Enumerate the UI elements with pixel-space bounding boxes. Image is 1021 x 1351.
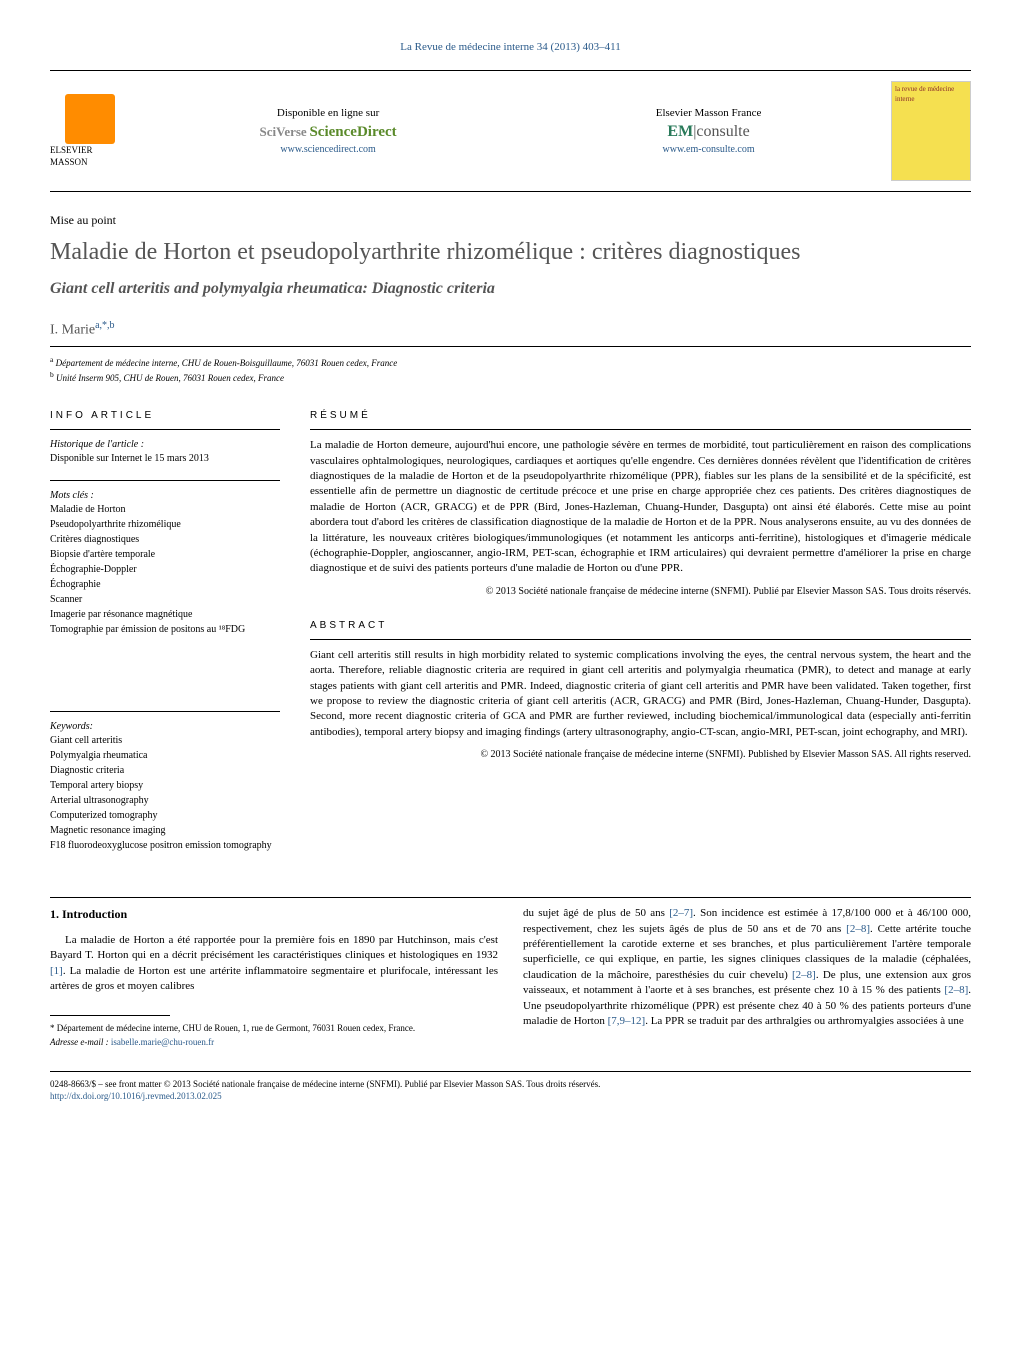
elsevier-label: ELSEVIER MASSON: [50, 144, 130, 169]
abstract-column: RÉSUMÉ La maladie de Horton demeure, auj…: [310, 409, 971, 867]
introduction-heading: 1. Introduction: [50, 906, 498, 923]
article-type: Mise au point: [50, 212, 971, 229]
keyword-item: Giant cell arteritis: [50, 734, 280, 748]
abstract-divider: [310, 639, 971, 640]
motscle-item: Échographie: [50, 578, 280, 592]
motscles-block: Mots clés : Maladie de Horton Pseudopoly…: [50, 489, 280, 637]
motscles-label: Mots clés :: [50, 489, 280, 503]
info-divider-2: [50, 480, 280, 481]
emconsulte-block: Elsevier Masson France EM|consulte www.e…: [656, 106, 762, 158]
elsevier-logo: ELSEVIER MASSON: [50, 94, 130, 169]
author-email[interactable]: isabelle.marie@chu-rouen.fr: [111, 1037, 214, 1047]
authors: I. Mariea,*,b: [50, 319, 971, 340]
resume-heading: RÉSUMÉ: [310, 409, 971, 423]
em-text: EM: [667, 123, 693, 140]
citation-link[interactable]: [1]: [50, 965, 63, 977]
citation-link[interactable]: [7,9–12]: [608, 1015, 646, 1027]
doi-link[interactable]: http://dx.doi.org/10.1016/j.revmed.2013.…: [50, 1091, 222, 1101]
body-right-column: du sujet âgé de plus de 50 ans [2–7]. So…: [523, 906, 971, 1051]
resume-divider: [310, 429, 971, 430]
info-abstract-row: INFO ARTICLE Historique de l'article : D…: [50, 409, 971, 867]
email-label: Adresse e-mail :: [50, 1037, 109, 1047]
elsevier-tree-icon: [65, 94, 115, 144]
motscle-item: Biopsie d'artère temporale: [50, 548, 280, 562]
sciencedirect-block: Disponible en ligne sur SciVerse Science…: [260, 106, 397, 156]
consulte-text: consulte: [696, 123, 749, 140]
history-text: Disponible sur Internet le 15 mars 2013: [50, 452, 280, 466]
copyright-fr: © 2013 Société nationale française de mé…: [310, 585, 971, 599]
motscle-item: Maladie de Horton: [50, 503, 280, 517]
intro-text: La maladie de Horton a été rapportée pou…: [50, 934, 498, 961]
footer-doi: http://dx.doi.org/10.1016/j.revmed.2013.…: [50, 1090, 971, 1103]
publisher-bar: ELSEVIER MASSON Disponible en ligne sur …: [50, 70, 971, 192]
keyword-item: Temporal artery biopsy: [50, 779, 280, 793]
copyright-en: © 2013 Société nationale française de mé…: [310, 748, 971, 762]
keyword-item: Polymyalgia rheumatica: [50, 749, 280, 763]
motscle-item: Imagerie par résonance magnétique: [50, 608, 280, 622]
article-history: Historique de l'article : Disponible sur…: [50, 438, 280, 466]
article-info-column: INFO ARTICLE Historique de l'article : D…: [50, 409, 280, 867]
sciencedirect-url[interactable]: www.sciencedirect.com: [260, 143, 397, 157]
author-name: I. Marie: [50, 322, 95, 337]
keywords-label: Keywords:: [50, 720, 280, 734]
footnote-divider: [50, 1015, 170, 1016]
affiliations: a Département de médecine interne, CHU d…: [50, 355, 971, 384]
motscle-item: Critères diagnostiques: [50, 533, 280, 547]
article-title-english: Giant cell arteritis and polymyalgia rhe…: [50, 278, 971, 300]
intro-text: . La PPR se traduit par des arthralgies …: [645, 1015, 964, 1027]
abstract-heading: ABSTRACT: [310, 619, 971, 633]
journal-reference: La Revue de médecine interne 34 (2013) 4…: [50, 40, 971, 55]
keywords-block: Keywords: Giant cell arteritis Polymyalg…: [50, 720, 280, 853]
keyword-item: Arterial ultrasonography: [50, 794, 280, 808]
motscle-item: Scanner: [50, 593, 280, 607]
corresponding-footnote: * Département de médecine interne, CHU d…: [50, 1022, 498, 1035]
article-title-french: Maladie de Horton et pseudopolyarthrite …: [50, 237, 971, 268]
intro-text: . La maladie de Horton est une artérite …: [50, 965, 498, 992]
motscles-list: Maladie de Horton Pseudopolyarthrite rhi…: [50, 503, 280, 637]
footer-copyright: 0248-8663/$ – see front matter © 2013 So…: [50, 1078, 971, 1091]
body-left-column: 1. Introduction La maladie de Horton a é…: [50, 906, 498, 1051]
motscle-item: Tomographie par émission de positons au …: [50, 623, 280, 637]
author-markers: a,*,b: [95, 320, 114, 331]
email-footnote: Adresse e-mail : isabelle.marie@chu-roue…: [50, 1036, 498, 1049]
intro-paragraph-1: La maladie de Horton a été rapportée pou…: [50, 933, 498, 995]
intro-paragraph-2: du sujet âgé de plus de 50 ans [2–7]. So…: [523, 906, 971, 1029]
sciencedirect-text: ScienceDirect: [309, 124, 396, 140]
author-divider: [50, 346, 971, 347]
body-two-column: 1. Introduction La maladie de Horton a é…: [50, 906, 971, 1051]
emconsulte-logo: EM|consulte: [656, 121, 762, 143]
masson-france-text: Elsevier Masson France: [656, 106, 762, 121]
footer-divider: [50, 1071, 971, 1072]
resume-text: La maladie de Horton demeure, aujourd'hu…: [310, 438, 971, 577]
journal-cover-thumbnail: la revue de médecine interne: [891, 81, 971, 181]
emconsulte-url[interactable]: www.em-consulte.com: [656, 143, 762, 157]
motscle-item: Échographie-Doppler: [50, 563, 280, 577]
citation-link[interactable]: [2–8]: [846, 923, 870, 935]
affiliation-a: Département de médecine interne, CHU de …: [56, 358, 398, 368]
sciverse-text: SciVerse: [260, 124, 307, 139]
citation-link[interactable]: [2–8]: [792, 969, 816, 981]
body-divider: [50, 897, 971, 898]
history-label: Historique de l'article :: [50, 438, 280, 452]
keyword-item: Computerized tomography: [50, 809, 280, 823]
keyword-item: F18 fluorodeoxyglucose positron emission…: [50, 839, 280, 853]
affiliation-b: Unité Inserm 905, CHU de Rouen, 76031 Ro…: [56, 373, 284, 383]
abstract-text: Giant cell arteritis still results in hi…: [310, 648, 971, 740]
citation-link[interactable]: [2–7]: [669, 907, 693, 919]
motscle-item: Pseudopolyarthrite rhizomélique: [50, 518, 280, 532]
citation-link[interactable]: [2–8]: [944, 984, 968, 996]
keyword-item: Diagnostic criteria: [50, 764, 280, 778]
publisher-center: Disponible en ligne sur SciVerse Science…: [130, 106, 891, 158]
intro-text: du sujet âgé de plus de 50 ans: [523, 907, 669, 919]
available-text: Disponible en ligne sur: [260, 106, 397, 121]
keyword-item: Magnetic resonance imaging: [50, 824, 280, 838]
info-heading: INFO ARTICLE: [50, 409, 280, 423]
keywords-list: Giant cell arteritis Polymyalgia rheumat…: [50, 734, 280, 853]
info-divider: [50, 429, 280, 430]
info-divider-3: [50, 711, 280, 712]
